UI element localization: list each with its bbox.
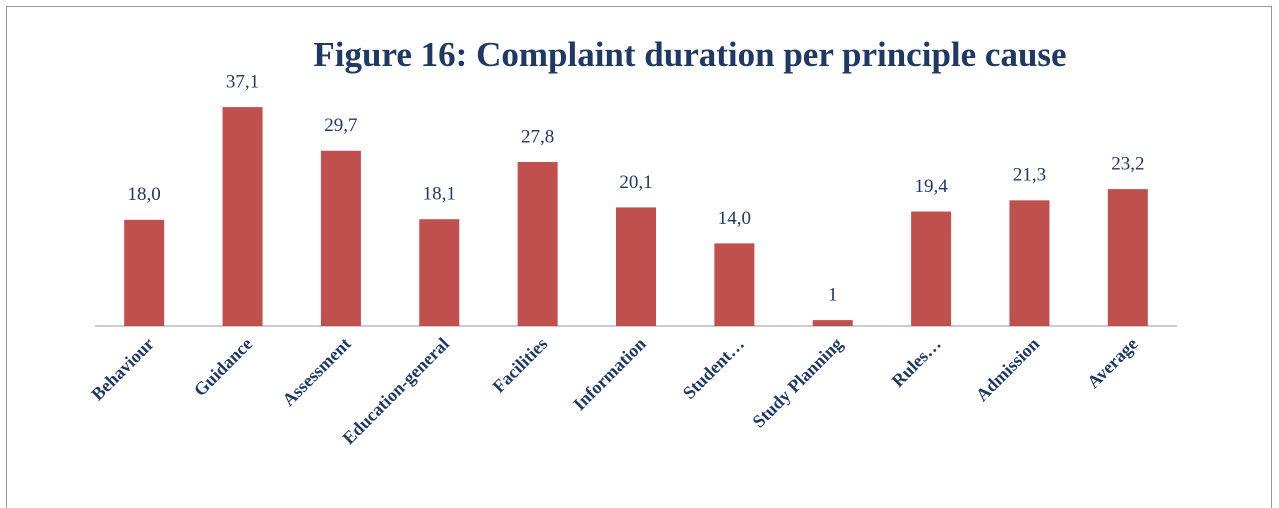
chart-border bbox=[6, 6, 1272, 508]
bar bbox=[517, 161, 558, 326]
value-label: 14,0 bbox=[718, 208, 751, 229]
value-label: 1 bbox=[828, 284, 838, 305]
x-tick-label: Behaviour bbox=[87, 334, 158, 405]
value-label: 29,7 bbox=[324, 115, 357, 136]
value-label: 21,3 bbox=[1013, 165, 1046, 186]
value-label: 18,1 bbox=[423, 184, 456, 205]
value-label: 18,0 bbox=[128, 184, 161, 205]
value-label: 19,4 bbox=[914, 176, 948, 197]
bar bbox=[124, 219, 165, 326]
x-tick-label: Rules… bbox=[888, 334, 945, 391]
x-tick-label: Student… bbox=[679, 334, 748, 403]
x-tick-label: Education-general bbox=[338, 334, 453, 449]
x-tick-label: Study Planning bbox=[748, 334, 846, 432]
value-label: 37,1 bbox=[226, 71, 259, 92]
value-label: 20,1 bbox=[619, 172, 652, 193]
bar bbox=[911, 211, 952, 326]
bar bbox=[812, 320, 853, 326]
x-tick-label: Facilities bbox=[488, 334, 551, 397]
x-tick-label: Admission bbox=[972, 334, 1043, 405]
x-tick-label: Assessment bbox=[278, 334, 354, 410]
bar bbox=[1009, 200, 1050, 326]
x-tick-label: Guidance bbox=[190, 334, 256, 400]
bar bbox=[222, 107, 263, 326]
bar bbox=[1107, 189, 1148, 326]
bar bbox=[419, 219, 460, 326]
value-label: 23,2 bbox=[1111, 153, 1144, 174]
x-tick-label: Average bbox=[1083, 334, 1141, 392]
bar bbox=[616, 207, 656, 326]
x-tick-label: Information bbox=[569, 334, 650, 415]
bar bbox=[714, 243, 755, 326]
bar bbox=[320, 150, 361, 326]
value-label: 27,8 bbox=[521, 126, 554, 147]
chart-title: Figure 16: Complaint duration per princi… bbox=[313, 35, 1066, 74]
